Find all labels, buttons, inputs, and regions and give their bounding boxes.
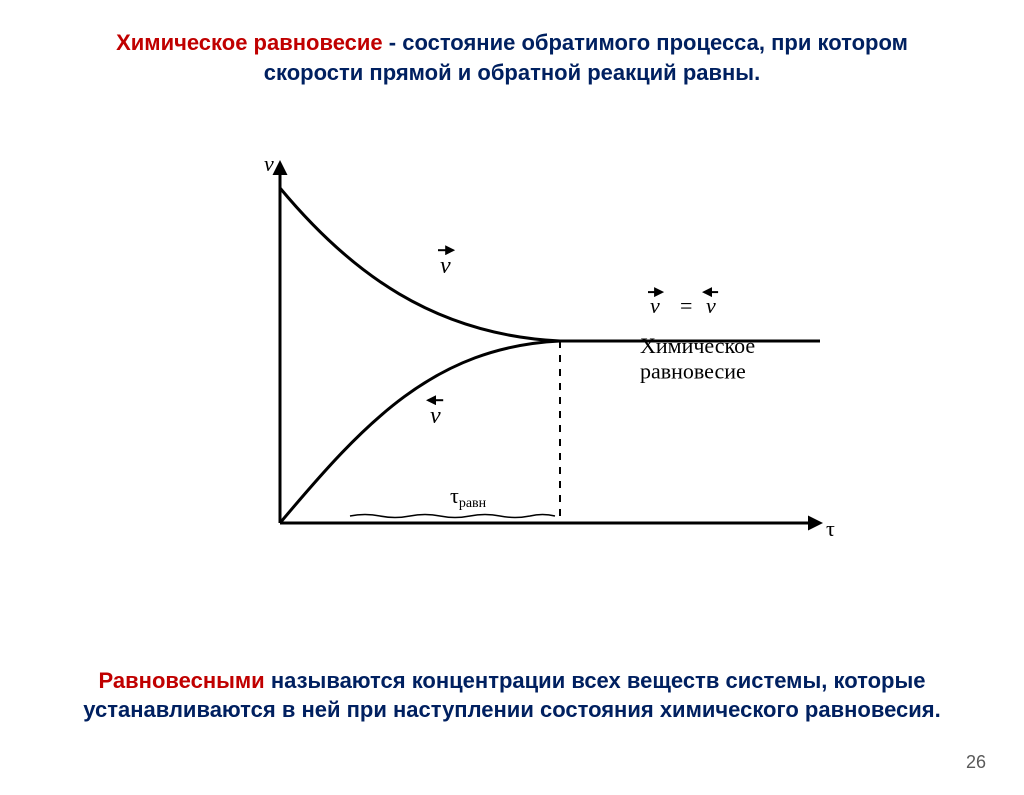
svg-text:τравн: τравн (450, 483, 487, 511)
footer-highlight: Равновесными (99, 668, 265, 693)
page-number: 26 (966, 752, 986, 773)
svg-text:v: v (440, 253, 451, 279)
svg-text:равновесие: равновесие (640, 358, 746, 383)
svg-text:v: v (706, 293, 716, 318)
equilibrium-diagram: τ v v v v = v Химическоеравновесие τравн (220, 143, 860, 573)
svg-text:v: v (650, 293, 660, 318)
svg-text:v: v (264, 151, 274, 176)
footer: Равновесными называются концентрации все… (60, 666, 964, 725)
heading: Химическое равновесие - состояние обрати… (70, 28, 954, 87)
svg-text:Химическое: Химическое (640, 333, 755, 358)
svg-text:=: = (680, 293, 692, 318)
svg-text:τ: τ (826, 516, 835, 541)
heading-highlight: Химическое равновесие (116, 30, 383, 55)
svg-text:v: v (430, 403, 441, 429)
